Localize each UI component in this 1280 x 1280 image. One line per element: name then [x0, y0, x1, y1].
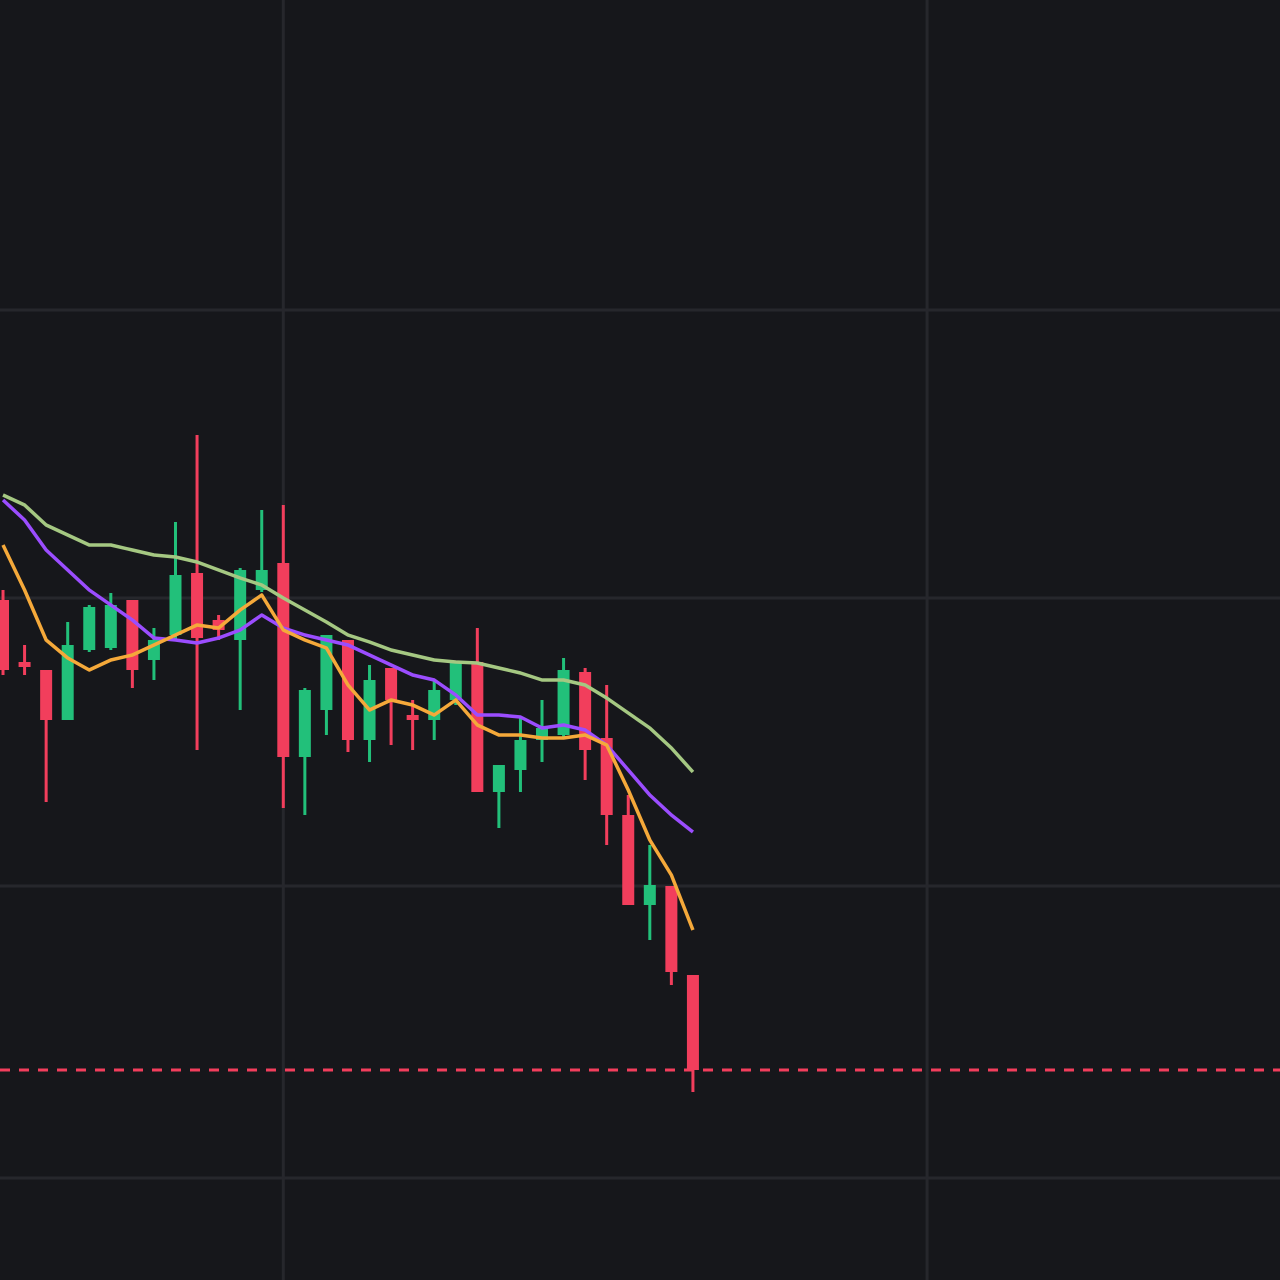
candle-body: [600, 738, 613, 815]
candle-body: [212, 620, 225, 630]
candle-body: [234, 570, 247, 640]
candle-body: [169, 575, 182, 635]
candle-body: [40, 670, 53, 720]
moving-average-line: [1, 498, 695, 834]
moving-average-line: [1, 544, 695, 931]
candle-body: [298, 690, 311, 757]
candle-body: [191, 573, 204, 638]
candle-body: [61, 645, 74, 720]
candle-body: [449, 662, 462, 700]
candle-body: [385, 668, 398, 700]
candle-body: [471, 662, 484, 792]
candle-body: [406, 715, 419, 720]
candle-body: [622, 815, 635, 905]
candle-body: [18, 662, 31, 667]
candle-body: [514, 740, 527, 770]
candle-body: [492, 765, 505, 792]
candle-body: [83, 607, 96, 650]
candle-body: [277, 563, 290, 757]
candle-body: [255, 570, 268, 590]
moving-average-line: [2, 493, 695, 774]
candle-body: [557, 670, 570, 735]
candle-body: [104, 605, 117, 648]
candle-body: [686, 975, 699, 1070]
candle-body: [0, 600, 10, 670]
candle-body: [126, 600, 139, 670]
candle-body: [341, 640, 354, 740]
candle-body: [643, 885, 656, 905]
candle-body: [665, 886, 678, 972]
